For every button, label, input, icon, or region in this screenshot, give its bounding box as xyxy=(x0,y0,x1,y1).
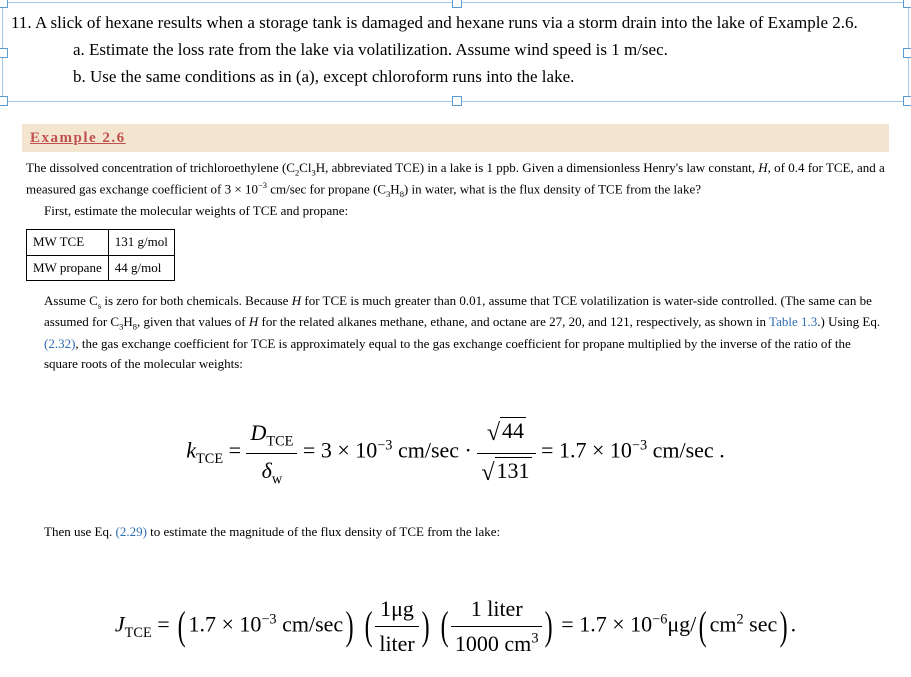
example-then-use: Then use Eq. (2.29) to estimate the magn… xyxy=(44,522,885,542)
question-main-text: A slick of hexane results when a storage… xyxy=(35,13,858,32)
resize-handle[interactable] xyxy=(903,48,911,58)
example-section: Example 2.6 The dissolved concentration … xyxy=(22,124,889,677)
question-main-line: 11. A slick of hexane results when a sto… xyxy=(11,9,900,36)
molecular-weight-table: MW TCE 131 g/mol MW propane 44 g/mol xyxy=(26,229,175,280)
mw-propane-value: 44 g/mol xyxy=(108,255,174,280)
question-number: 11. xyxy=(11,13,32,32)
example-assume-paragraph: Assume Cs is zero for both chemicals. Be… xyxy=(44,291,885,375)
eq-2-29-link[interactable]: (2.29) xyxy=(115,524,146,539)
table-1-3-link[interactable]: Table 1.3 xyxy=(769,314,817,329)
resize-handle[interactable] xyxy=(903,0,911,8)
example-title: Example 2.6 xyxy=(30,130,126,146)
formula-j-tce: JTCE = (1.7 × 10−3 cm/sec) ( 1μg liter )… xyxy=(26,592,885,661)
resize-handle[interactable] xyxy=(903,96,911,106)
eq-2-32-link[interactable]: (2.32) xyxy=(44,336,75,351)
resize-handle[interactable] xyxy=(452,0,462,8)
resize-handle[interactable] xyxy=(0,0,8,8)
example-intro: The dissolved concentration of trichloro… xyxy=(26,158,885,202)
resize-handle[interactable] xyxy=(0,48,8,58)
table-row: MW TCE 131 g/mol xyxy=(27,230,175,255)
question-selection-box: 11. A slick of hexane results when a sto… xyxy=(2,2,909,102)
resize-handle[interactable] xyxy=(452,96,462,106)
resize-handle[interactable] xyxy=(0,96,8,106)
question-sub-b: b. Use the same conditions as in (a), ex… xyxy=(73,63,900,90)
example-title-bar: Example 2.6 xyxy=(22,124,889,152)
formula-k-tce: kTCE = DTCE δw = 3 × 10−3 cm/sec · √44 √… xyxy=(26,414,885,491)
table-row: MW propane 44 g/mol xyxy=(27,255,175,280)
question-sub-a: a. Estimate the loss rate from the lake … xyxy=(73,36,900,63)
mw-tce-value: 131 g/mol xyxy=(108,230,174,255)
example-first-estimate: First, estimate the molecular weights of… xyxy=(44,201,885,221)
mw-tce-label: MW TCE xyxy=(27,230,109,255)
mw-propane-label: MW propane xyxy=(27,255,109,280)
example-body: The dissolved concentration of trichloro… xyxy=(22,152,889,677)
